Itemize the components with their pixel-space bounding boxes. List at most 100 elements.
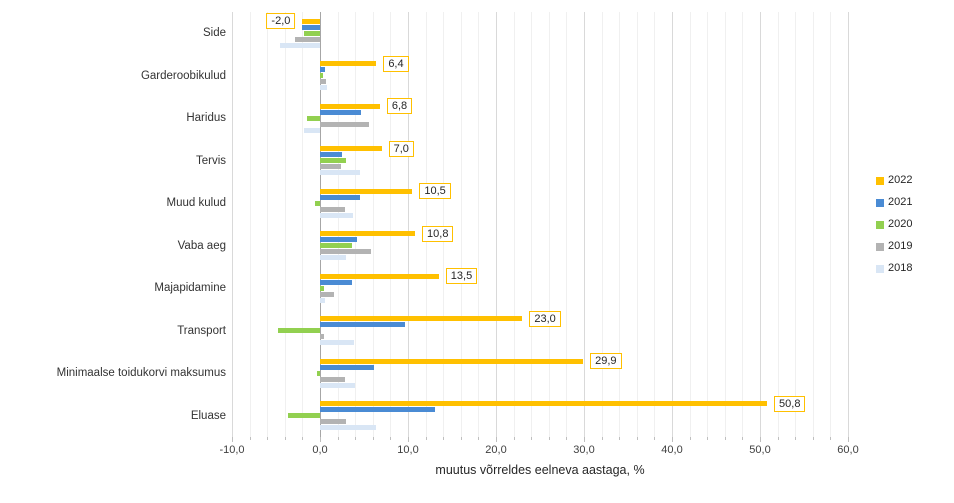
legend-item-2021: 2021 (876, 192, 912, 214)
bar-2022 (320, 273, 439, 279)
bar-2022 (302, 18, 320, 24)
bar-2022 (320, 401, 768, 407)
bar-2019 (320, 79, 327, 85)
bar-2020 (317, 370, 320, 376)
axis-tick-mark (408, 437, 409, 442)
minor-gridline (619, 12, 621, 437)
bar-2022 (320, 103, 380, 109)
bar-2022 (320, 146, 382, 152)
x-tick-label: 50,0 (749, 444, 771, 456)
minor-gridline (795, 12, 797, 437)
bar-2020 (320, 285, 324, 291)
category-label: Vaba aeg (177, 239, 226, 252)
legend-swatch-icon (876, 176, 884, 185)
bar-2018 (320, 382, 356, 388)
minor-gridline (724, 12, 726, 437)
bar-2020 (304, 30, 320, 36)
x-tick-label: 30,0 (573, 444, 595, 456)
axis-tick-mark (795, 437, 797, 440)
bar-2022 (320, 188, 413, 194)
bar-2020 (320, 73, 323, 79)
legend-label: 2020 (888, 218, 913, 230)
legend-item-2020: 2020 (876, 214, 912, 236)
axis-tick-mark (601, 437, 603, 440)
legend-label: 2022 (888, 174, 913, 186)
major-gridline (760, 12, 761, 437)
axis-tick-mark (267, 437, 269, 440)
x-tick-label: 40,0 (661, 444, 683, 456)
minor-gridline (513, 12, 515, 437)
minor-gridline (830, 12, 832, 437)
axis-tick-mark (777, 437, 779, 440)
bar-2020 (320, 158, 346, 164)
bar-2018 (320, 340, 355, 346)
bar-2021 (320, 279, 352, 285)
data-label: 23,0 (529, 310, 561, 327)
data-label: 13,5 (445, 268, 478, 285)
x-tick-label: 0,0 (312, 444, 328, 456)
x-axis-title: muutus võrreldes eelneva aastaga, % (435, 463, 645, 477)
minor-gridline (566, 12, 568, 437)
axis-tick-mark (372, 437, 374, 440)
bar-2018 (320, 212, 353, 218)
bar-2021 (320, 322, 406, 328)
minor-gridline (372, 12, 374, 437)
bar-2019 (320, 291, 335, 297)
category-label: Minimaalse toidukorvi maksumus (56, 367, 226, 380)
axis-tick-mark (584, 437, 585, 442)
axis-tick-mark (830, 437, 832, 440)
bar-2018 (320, 297, 326, 303)
minor-gridline (284, 12, 286, 437)
axis-tick-mark (496, 437, 497, 442)
minor-gridline (548, 12, 550, 437)
axis-tick-mark (531, 437, 533, 440)
legend-label: 2021 (888, 196, 913, 208)
axis-tick-mark (302, 437, 304, 440)
axis-tick-mark (707, 437, 709, 440)
axis-tick-mark (742, 437, 744, 440)
axis-tick-mark (425, 437, 427, 440)
bar-2021 (320, 109, 362, 115)
minor-gridline (636, 12, 638, 437)
data-label: -2,0 (266, 13, 296, 30)
category-label: Eluase (190, 409, 226, 422)
axis-tick-mark (232, 437, 233, 442)
legend-item-2022: 2022 (876, 170, 912, 192)
minor-gridline (337, 12, 339, 437)
data-label: 6,8 (386, 98, 413, 115)
zero-axis-line (320, 12, 321, 437)
category-label: Transport (177, 324, 226, 337)
bar-2018 (320, 85, 328, 91)
minor-gridline (460, 12, 462, 437)
bar-2019 (320, 206, 345, 212)
bar-2021 (301, 24, 320, 30)
legend-item-2018: 2018 (876, 258, 912, 280)
legend-label: 2019 (888, 240, 913, 252)
bar-2021 (320, 407, 436, 413)
minor-gridline (742, 12, 744, 437)
data-label: 6,4 (383, 55, 409, 72)
axis-tick-mark (724, 437, 726, 440)
category-label: Muud kulud (166, 197, 226, 210)
bar-2022 (320, 231, 416, 237)
category-label: Haridus (186, 112, 226, 125)
bar-2020 (306, 115, 320, 121)
legend-label: 2018 (888, 262, 913, 274)
minor-gridline (689, 12, 691, 437)
bar-2019 (320, 419, 347, 425)
category-label: Garderoobikulud (140, 69, 226, 82)
bar-2022 (320, 61, 377, 67)
axis-tick-mark (672, 437, 673, 442)
legend-swatch-icon (876, 198, 884, 207)
x-tick-label: -10,0 (219, 444, 245, 456)
bar-2018 (320, 255, 346, 261)
bar-2018 (304, 127, 320, 133)
minor-gridline (707, 12, 709, 437)
axis-tick-mark (654, 437, 656, 440)
minor-gridline (390, 12, 392, 437)
data-label: 10,5 (419, 183, 451, 200)
axis-tick-mark (848, 437, 849, 442)
bar-2019 (320, 164, 342, 170)
bar-2022 (320, 358, 584, 364)
bar-2019 (320, 249, 372, 255)
